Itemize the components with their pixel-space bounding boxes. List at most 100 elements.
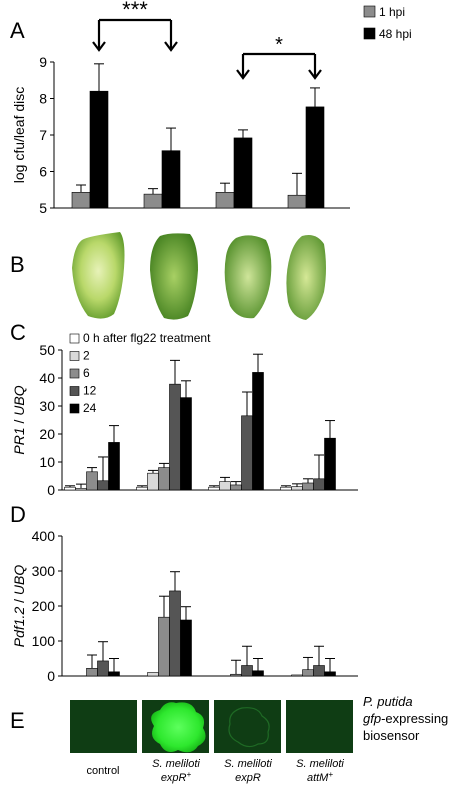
bar-2-3	[302, 669, 314, 677]
x-label-4-line2: attM+	[307, 770, 333, 784]
bar-3-2	[241, 665, 253, 677]
chart-c: 0 10 20 30 40 50 PR1 / UBQ 0 h after flg22 trea…	[11, 331, 358, 498]
x-label-4-sup: +	[328, 770, 333, 779]
bar-1-0	[75, 488, 87, 491]
panel-label-b: B	[10, 252, 25, 277]
bar-3-1	[169, 383, 181, 491]
leaf-1	[72, 232, 125, 319]
y-tick-label: 200	[32, 598, 56, 614]
bar-3-0	[97, 660, 109, 677]
legend-label-0: 0 h after flg22 treatment	[83, 331, 211, 345]
y-axis-label: log cfu/leaf disc	[11, 87, 27, 184]
leaf-4	[286, 235, 326, 320]
y-axis-label: PR1 / UBQ	[11, 385, 27, 454]
x-label-3-line2: expR	[235, 772, 261, 784]
biosensor-label-2-rest: -expressing	[381, 711, 448, 726]
y-tick-label: 300	[32, 563, 56, 579]
y-axis-label-sep: /	[11, 595, 27, 607]
bar-3-2	[241, 415, 253, 491]
legend-swatch-1	[363, 27, 376, 40]
bar-2-0	[86, 471, 98, 491]
bar-1-1	[147, 672, 159, 677]
bar-1-3	[305, 106, 325, 209]
sig-arrowhead-1-0	[236, 69, 250, 80]
x-label-4-line1: S. meliloti	[296, 758, 344, 770]
y-tick-label: 0	[47, 668, 55, 684]
y-axis-label-gene: Pdf1.2	[11, 607, 27, 648]
y-axis-label: Pdf1.2 / UBQ	[11, 565, 27, 648]
legend-swatch-3	[69, 386, 80, 396]
y-tick-label: 40	[39, 370, 55, 386]
biosensor-image-attM-plus	[286, 700, 353, 753]
legend-swatch-0	[363, 5, 376, 18]
bar-3-3	[313, 665, 325, 677]
bar-0-1	[136, 486, 148, 491]
bar-4-0	[108, 671, 120, 677]
x-labels: control S. meliloti expR+ S. meliloti ex…	[86, 758, 344, 784]
y-axis-label-ref: UBQ	[11, 565, 27, 595]
x-label-2-sup: +	[187, 770, 192, 779]
biosensor-label-2: gfp-expressing	[363, 711, 448, 726]
bar-4-3	[324, 437, 336, 491]
chart-d: 0 100 200 300 400 Pdf1.2 / UBQ	[11, 528, 358, 684]
bar-1-3	[291, 674, 303, 677]
bar-0-0	[64, 486, 76, 491]
bar-2-2	[230, 484, 242, 491]
legend-label-4: 24	[83, 401, 97, 415]
bar-0-3	[280, 486, 292, 491]
biosensor-images	[70, 700, 353, 753]
leaf-3	[224, 235, 272, 319]
sig-label-1: *	[275, 34, 283, 56]
bar-1-3	[291, 486, 303, 491]
bar-4-2	[252, 372, 264, 491]
bar-4-1	[180, 619, 192, 677]
bar-0-1	[143, 193, 163, 209]
bar-4-2	[252, 670, 264, 677]
faint-colony-expR	[228, 707, 270, 748]
bar-0-3	[287, 194, 307, 209]
x-label-2-line2-text: expR	[161, 772, 187, 784]
bar-2-1	[158, 616, 170, 677]
leaf-photos	[72, 232, 326, 320]
x-label-4-line2-text: attM	[307, 772, 329, 784]
y-axis-label-ref: UBQ	[11, 385, 27, 415]
bar-1-2	[219, 481, 231, 491]
bar-3-1	[169, 590, 181, 677]
y-tick-label: 30	[39, 398, 55, 414]
sig-label-0: ***	[122, 0, 148, 22]
bar-0-0	[71, 192, 91, 209]
leaf-2	[150, 233, 198, 320]
bar-2-3	[302, 482, 314, 491]
legend-swatch-4	[69, 403, 80, 414]
y-tick-label: 8	[39, 91, 47, 107]
gfp-colony	[151, 702, 206, 753]
panel-label-d: D	[10, 502, 26, 527]
bar-2-2	[230, 673, 242, 677]
y-tick-label: 7	[39, 127, 47, 143]
y-axis-label-gene: PR1	[11, 427, 27, 454]
x-label-3-line1: S. meliloti	[224, 758, 272, 770]
bar-3-3	[313, 478, 325, 491]
y-tick-label: 20	[39, 426, 55, 442]
bar-4-0	[108, 442, 120, 491]
y-tick-label: 400	[32, 528, 56, 544]
legend-swatch-0	[69, 333, 80, 344]
biosensor-image-expR	[214, 700, 281, 753]
sig-arrowhead-0-0	[92, 41, 106, 52]
y-tick-label: 6	[39, 164, 47, 180]
x-label-2-line2: expR+	[161, 770, 192, 784]
sig-arrowhead-0-1	[164, 41, 178, 52]
bar-0-2	[215, 192, 235, 209]
legend-swatch-2	[69, 368, 80, 379]
bar-4-3	[324, 671, 336, 677]
panel-label-a: A	[10, 18, 25, 43]
legend-label-2: 6	[83, 366, 90, 380]
bar-3-0	[97, 480, 109, 491]
y-tick-label: 0	[47, 482, 55, 498]
x-label-1-line1: control	[86, 765, 119, 777]
y-axis-label-sep: /	[11, 416, 27, 428]
sig-arrowhead-1-1	[308, 69, 322, 80]
y-tick-label: 100	[32, 633, 56, 649]
